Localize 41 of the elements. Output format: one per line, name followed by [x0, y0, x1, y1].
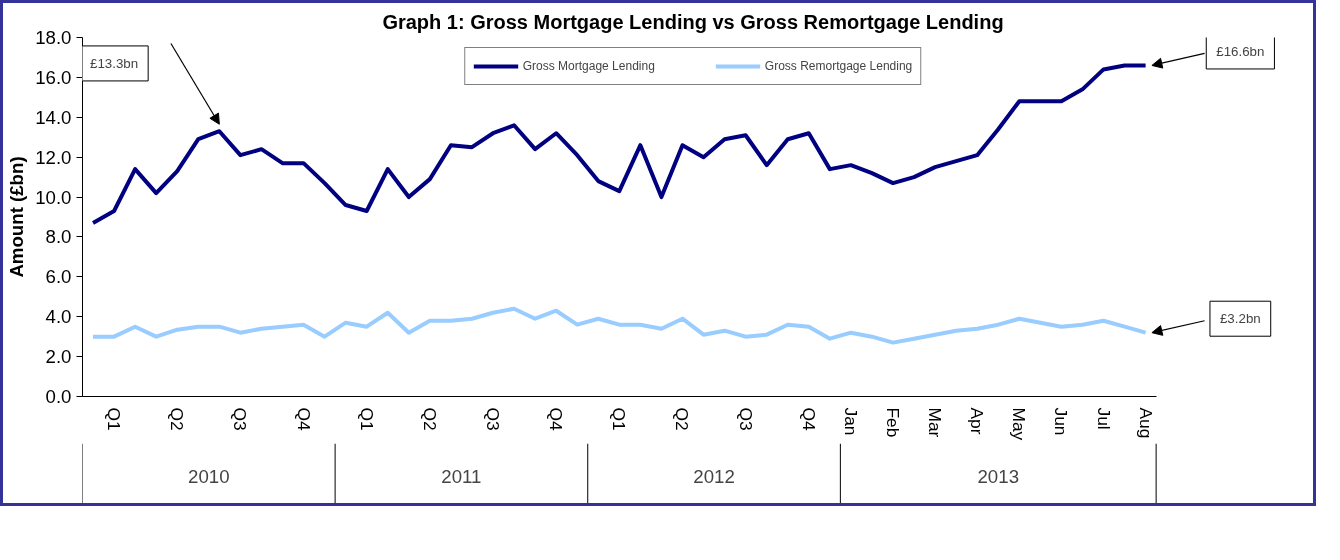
x-tick-label: Feb: [882, 407, 903, 438]
x-tick-label: Jul: [1093, 407, 1114, 430]
y-tick-label: 14.0: [35, 106, 72, 128]
annotation: £16.6bn: [1216, 43, 1265, 59]
x-tick-label: Q4: [546, 407, 567, 431]
x-tick-label: Jun: [1051, 407, 1072, 436]
y-axis-title: Amount (£bn): [6, 156, 28, 278]
text: 2010: [188, 466, 230, 487]
text: 2013: [977, 466, 1020, 487]
x-tick-label: Q2: [167, 407, 188, 431]
x-tick-label: Q1: [609, 407, 630, 431]
x-tick-label: Apr: [967, 407, 988, 435]
x-tick-label: Q2: [419, 407, 440, 431]
annotation: £13.3bn: [89, 55, 139, 71]
text: 2012: [693, 466, 735, 487]
y-tick-label: 16.0: [35, 66, 72, 88]
x-tick-label: Q4: [293, 407, 314, 431]
annotation: £3.2bn: [1219, 311, 1261, 327]
y-tick-label: 6.0: [45, 266, 72, 288]
x-tick-label: Q3: [735, 407, 756, 431]
x-tick-label: Q2: [672, 407, 693, 431]
x-tick-label: Q3: [230, 407, 251, 431]
text: 2011: [441, 466, 482, 487]
y-tick-label: 18.0: [35, 27, 72, 48]
x-tick-label: Q1: [356, 407, 377, 431]
y-tick-label: 0.0: [45, 386, 72, 407]
x-tick-label: Q1: [104, 407, 125, 431]
y-tick-label: 10.0: [35, 186, 72, 208]
x-tick-label: Jan: [840, 407, 861, 436]
legend-label: Gross Mortgage Lending: [522, 59, 655, 73]
x-tick-label: Aug: [1135, 407, 1156, 439]
x-tick-label: Mar: [925, 407, 946, 438]
y-tick-label: 2.0: [45, 346, 72, 368]
y-tick-label: 12.0: [35, 146, 72, 168]
x-tick-label: Q3: [483, 407, 504, 431]
y-tick-label: 4.0: [45, 306, 72, 328]
legend-label: Gross Remortgage Lending: [764, 59, 913, 73]
x-tick-label: May: [1009, 407, 1030, 441]
x-tick-label: Q4: [798, 407, 819, 431]
chart-title: Graph 1: Gross Mortgage Lending vs Gross Remortgage Lending: [382, 10, 1004, 33]
y-tick-label: 8.0: [45, 226, 72, 248]
